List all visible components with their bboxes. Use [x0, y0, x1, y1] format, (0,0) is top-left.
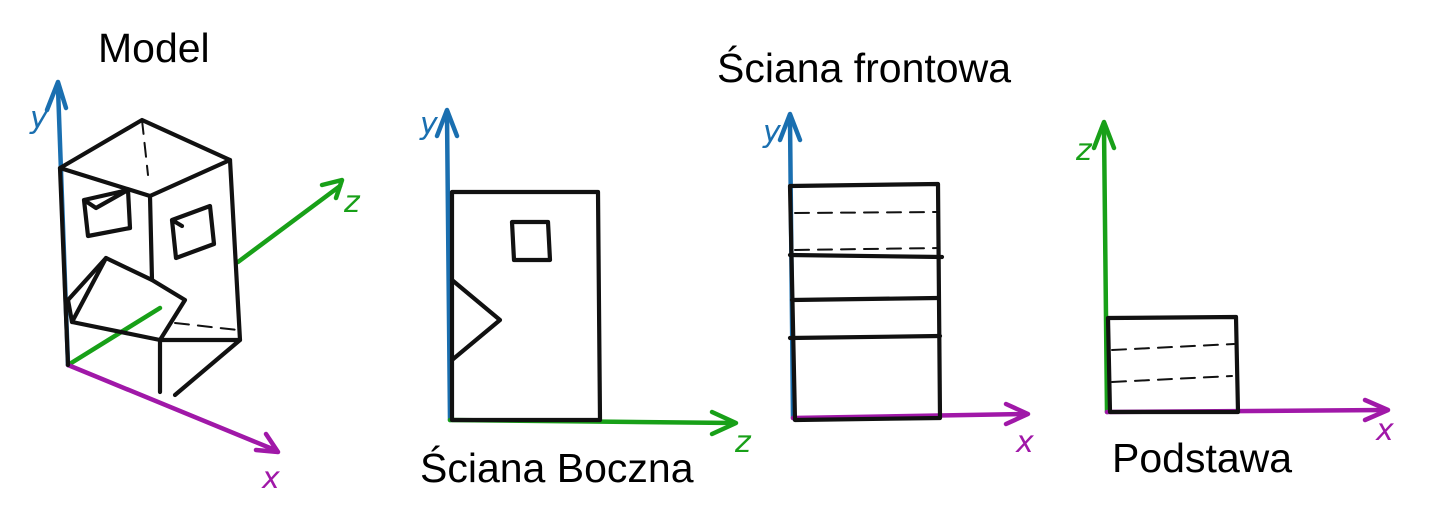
model-hidden-edge-2: [174, 322, 239, 331]
base-hidden-1: [1111, 343, 1235, 351]
front-wall-line-1: [787, 252, 945, 260]
front-wall-outline: [787, 181, 943, 423]
side-y-axis: [444, 112, 453, 423]
base-z-label: z: [1075, 133, 1093, 168]
base-x-axis-arrow: [1362, 397, 1391, 423]
base-z-axis: [1101, 125, 1110, 415]
base-z-axis-arrow: [1091, 119, 1117, 151]
model-x-label: x: [261, 461, 280, 496]
title-side-wall: Ściana Boczna: [420, 445, 694, 491]
model-notch-inner: [69, 255, 109, 325]
model-top-face: [57, 117, 233, 199]
front-wall-hidden-2: [794, 247, 939, 251]
side-wall-view: y z: [419, 107, 752, 460]
side-wall-outline: [449, 189, 603, 423]
model-window-side: [169, 203, 217, 261]
base-outline: [1105, 314, 1241, 415]
side-wall-notch: [449, 277, 503, 363]
model-y-label: y: [29, 101, 49, 136]
side-wall-window: [509, 219, 553, 263]
side-y-label: y: [419, 107, 439, 142]
side-z-label: z: [734, 425, 752, 460]
model-window-front: [81, 187, 133, 239]
model-side-right-edge: [227, 157, 243, 343]
front-wall-hidden-1: [794, 211, 939, 214]
front-wall-view: y x: [762, 111, 1034, 460]
model-x-axis-arrow: [253, 431, 281, 455]
base-hidden-2: [1111, 375, 1233, 383]
side-z-axis-arrow: [709, 409, 739, 437]
front-x-label: x: [1015, 425, 1034, 460]
model-z-axis: [65, 183, 343, 368]
title-front-wall: Ściana frontowa: [717, 45, 1011, 91]
front-x-axis: [790, 411, 1030, 421]
front-wall-line-3: [787, 333, 943, 341]
front-y-label: y: [762, 115, 782, 150]
model-z-label: z: [343, 185, 361, 220]
title-base: Podstawa: [1112, 435, 1292, 481]
model-sketch: y z x: [29, 79, 361, 496]
model-front-right-edge: [147, 193, 155, 283]
model-z-axis-arrow: [319, 177, 345, 201]
front-y-axis-arrow: [777, 111, 803, 143]
model-x-axis: [65, 362, 278, 453]
model-front-left-edge: [57, 165, 71, 368]
model-y-axis-arrow: [44, 79, 69, 113]
front-x-axis-arrow: [1003, 401, 1031, 427]
title-model: Model: [98, 25, 210, 71]
base-view: z x: [1075, 119, 1394, 448]
side-y-axis-arrow: [434, 107, 460, 139]
base-x-label: x: [1375, 413, 1394, 448]
front-wall-line-2: [789, 295, 941, 303]
model-hidden-edge-1: [141, 119, 149, 176]
model-bottom-edge: [157, 337, 243, 398]
